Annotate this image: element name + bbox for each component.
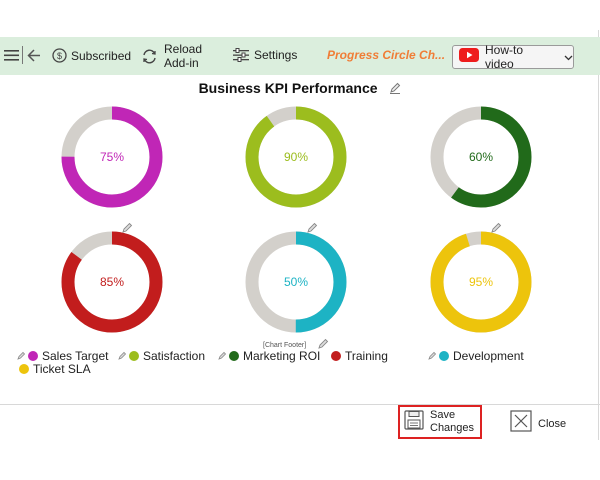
close-button[interactable]: Close <box>510 410 566 437</box>
donut-value-label: 85% <box>99 275 125 289</box>
dollar-circle-icon: $ <box>52 48 67 63</box>
howto-label: How-to video <box>485 43 524 71</box>
menu-icon[interactable] <box>4 49 19 62</box>
legend-swatch <box>28 351 38 361</box>
legend-item-sales-target: Sales Target <box>17 349 109 363</box>
legend-label: Training <box>345 349 388 363</box>
chevron-down-icon <box>564 48 573 66</box>
close-x-icon <box>510 410 532 437</box>
footer-divider <box>0 404 600 405</box>
subscribed-label: Subscribed <box>71 48 132 63</box>
legend-swatch <box>229 351 239 361</box>
chart-title-text: Business KPI Performance <box>198 80 378 96</box>
svg-text:$: $ <box>57 51 62 61</box>
donut-arc-marketing-roi <box>430 106 532 208</box>
save-label-line2: Changes <box>430 422 475 434</box>
legend-swatch <box>439 351 449 361</box>
howto-video-dropdown[interactable]: How-to video <box>452 43 574 71</box>
reload-label-line2: Add-in <box>164 56 199 70</box>
legend-swatch <box>129 351 139 361</box>
donut-value-label: 60% <box>468 150 494 164</box>
donut-arc-ticket-sla <box>430 231 532 333</box>
sliders-icon <box>233 48 249 62</box>
legend-pencil-icon[interactable] <box>17 349 26 363</box>
donut-value-label: 50% <box>283 275 309 289</box>
reload-addin-button[interactable]: Reload Add-in <box>141 42 202 70</box>
settings-button[interactable]: Settings <box>233 48 297 62</box>
legend-item-ticket-sla: Ticket SLA <box>19 362 91 376</box>
donut-arc-training <box>61 231 163 333</box>
addin-title: Progress Circle Ch... <box>327 48 445 62</box>
donut-value-label: 75% <box>99 150 125 164</box>
edit-footer-pencil-icon[interactable] <box>318 336 329 354</box>
reload-label-line1: Reload <box>164 42 203 56</box>
legend-label: Satisfaction <box>143 349 206 363</box>
youtube-icon <box>459 47 479 67</box>
edit-pencil-icon[interactable] <box>491 220 502 238</box>
legend-item-satisfaction: Satisfaction <box>118 349 205 363</box>
legend-label: Development <box>453 349 524 363</box>
legend-item-training: Training <box>331 349 388 363</box>
edit-pencil-icon[interactable] <box>307 220 318 238</box>
legend-label: Ticket SLA <box>33 362 91 376</box>
reload-icon <box>141 48 158 65</box>
legend-label: Sales Target <box>42 349 109 363</box>
donut-value-label: 90% <box>283 150 309 164</box>
legend-item-development: Development <box>428 349 524 363</box>
legend-item-marketing-roi: Marketing ROI <box>218 349 320 363</box>
back-arrow-icon[interactable] <box>27 49 41 62</box>
settings-label: Settings <box>254 48 298 62</box>
floppy-disk-icon <box>404 409 424 435</box>
legend-pencil-icon[interactable] <box>118 349 127 363</box>
donut-arc-satisfaction <box>245 106 347 208</box>
subscribed-button[interactable]: $ Subscribed <box>52 48 131 63</box>
chart-footer: [Chart Footer] <box>263 342 307 349</box>
window-border <box>598 30 599 440</box>
save-changes-button[interactable]: Save Changes <box>398 405 482 439</box>
legend-swatch <box>19 364 29 374</box>
chart-title: Business KPI Performance <box>0 80 600 97</box>
donut-arc-development <box>245 231 347 333</box>
legend-pencil-icon[interactable] <box>218 349 227 363</box>
legend-label: Marketing ROI <box>243 349 321 363</box>
donut-arc-sales-target <box>61 106 163 208</box>
toolbar-separator <box>22 46 24 64</box>
save-label-line1: Save <box>430 409 456 421</box>
close-label: Close <box>538 417 567 430</box>
legend-swatch <box>331 351 341 361</box>
edit-pencil-icon[interactable] <box>122 220 133 238</box>
legend-pencil-icon[interactable] <box>428 349 437 363</box>
donut-value-label: 95% <box>468 275 494 289</box>
edit-title-pencil-icon[interactable] <box>389 81 401 97</box>
